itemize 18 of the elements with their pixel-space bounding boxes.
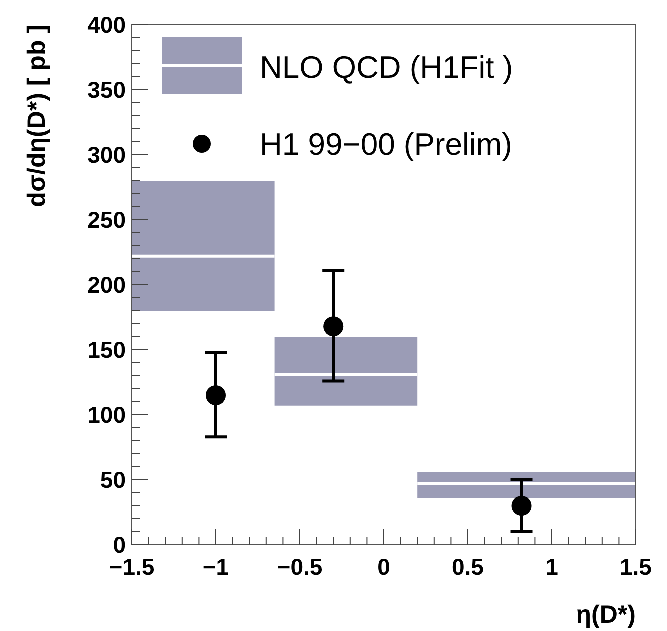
x-tick-label: 0 bbox=[378, 554, 390, 580]
y-tick-label: 400 bbox=[88, 12, 126, 38]
y-tick-label: 200 bbox=[88, 272, 126, 298]
x-tick-label: 1.5 bbox=[620, 554, 652, 580]
x-tick-label: 1 bbox=[546, 554, 559, 580]
legend-label: NLO QCD (H1Fit ) bbox=[260, 50, 514, 85]
y-tick-label: 300 bbox=[88, 142, 126, 168]
x-tick-label: 0.5 bbox=[452, 554, 484, 580]
legend-label: H1 99−00 (Prelim) bbox=[260, 126, 512, 162]
y-axis-title: dσ/dη(D*) [ pb ] bbox=[23, 25, 51, 208]
y-tick-label: 150 bbox=[88, 337, 126, 364]
y-tick-label: 250 bbox=[88, 207, 126, 234]
y-tick-label: 100 bbox=[88, 402, 126, 428]
x-tick-label: −0.5 bbox=[277, 554, 323, 580]
y-tick-label: 350 bbox=[88, 77, 126, 104]
x-axis-title: η(D*) bbox=[576, 601, 636, 629]
y-tick-label: 50 bbox=[100, 467, 126, 494]
x-tick-label: −1 bbox=[202, 554, 230, 580]
